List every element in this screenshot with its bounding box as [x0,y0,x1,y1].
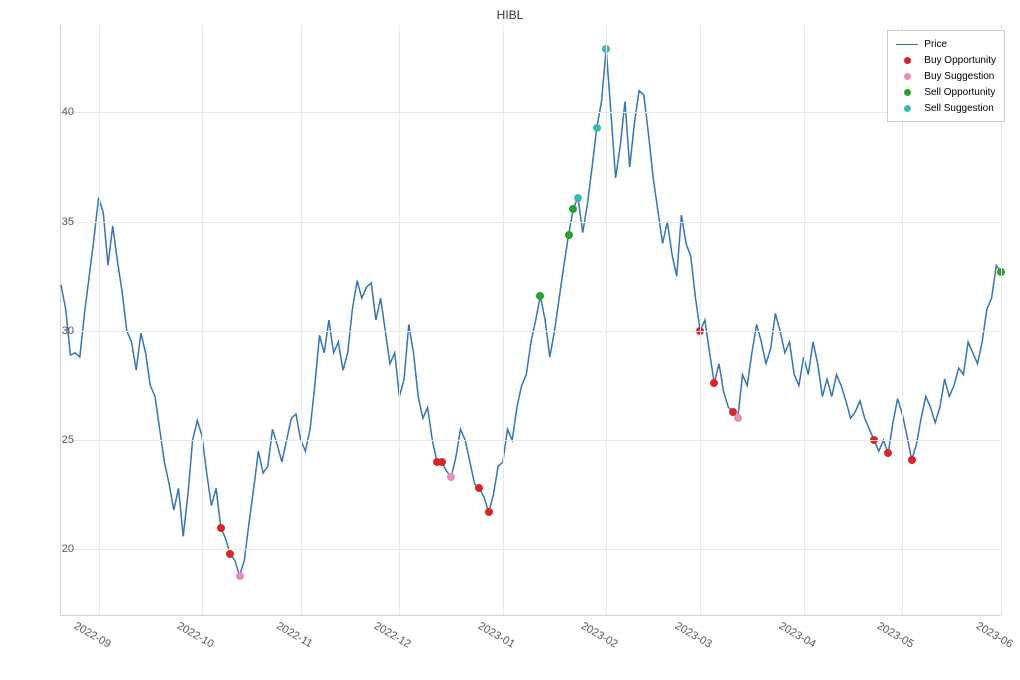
legend-label: Sell Suggestion [924,103,994,114]
legend-label: Buy Opportunity [924,55,996,66]
sell-suggestion-marker [593,124,601,132]
x-tick-label: 2023-06 [974,620,1015,651]
legend-item: Buy Suggestion [896,68,996,84]
x-tick-label: 2022-09 [71,620,112,651]
gridline-vertical [700,25,701,615]
gridline-vertical [202,25,203,615]
legend-item: Buy Opportunity [896,52,996,68]
legend-marker-swatch [896,105,918,112]
x-tick-label: 2023-02 [579,620,620,651]
buy-suggestion-marker [447,473,455,481]
legend-line-swatch [896,44,918,45]
buy-opportunity-marker [908,456,916,464]
buy-suggestion-marker [236,572,244,580]
legend-marker-swatch [896,73,918,80]
gridline-vertical [503,25,504,615]
y-tick-label: 40 [62,106,74,118]
legend-marker-swatch [896,57,918,64]
legend-item: Price [896,36,996,52]
y-tick-label: 30 [62,325,74,337]
buy-opportunity-marker [485,508,493,516]
gridline-vertical [804,25,805,615]
y-tick-label: 20 [62,543,74,555]
x-tick-label: 2022-12 [372,620,413,651]
legend-item: Sell Suggestion [896,100,996,116]
chart-title: HIBL [0,8,1020,22]
buy-suggestion-marker [734,414,742,422]
sell-opportunity-marker [565,231,573,239]
x-tick-label: 2023-01 [476,620,517,651]
x-tick-label: 2022-10 [175,620,216,651]
sell-suggestion-marker [574,194,582,202]
chart-container: HIBL 20 25 30 35 40 2022-09 2022-10 2022-11 202… [0,0,1020,680]
buy-opportunity-marker [710,379,718,387]
legend-item: Sell Opportunity [896,84,996,100]
buy-opportunity-marker [226,550,234,558]
sell-opportunity-marker [536,292,544,300]
legend-label: Buy Suggestion [924,71,994,82]
legend-label: Price [924,39,947,50]
gridline-vertical [606,25,607,615]
buy-opportunity-marker [438,458,446,466]
x-tick-label: 2023-05 [875,620,916,651]
y-tick-label: 35 [62,216,74,228]
sell-opportunity-marker [569,205,577,213]
gridline-vertical [399,25,400,615]
legend-label: Sell Opportunity [924,87,995,98]
y-tick-label: 25 [62,434,74,446]
gridline-vertical [99,25,100,615]
legend: Price Buy Opportunity Buy Suggestion Sell O… [887,30,1005,122]
x-tick-label: 2022-11 [274,620,314,650]
buy-opportunity-marker [884,449,892,457]
legend-marker-swatch [896,89,918,96]
buy-opportunity-marker [475,484,483,492]
x-tick-label: 2023-03 [673,620,714,651]
x-tick-label: 2023-04 [776,620,817,651]
gridline-vertical [301,25,302,615]
buy-opportunity-marker [217,524,225,532]
plot-area [60,25,1001,616]
